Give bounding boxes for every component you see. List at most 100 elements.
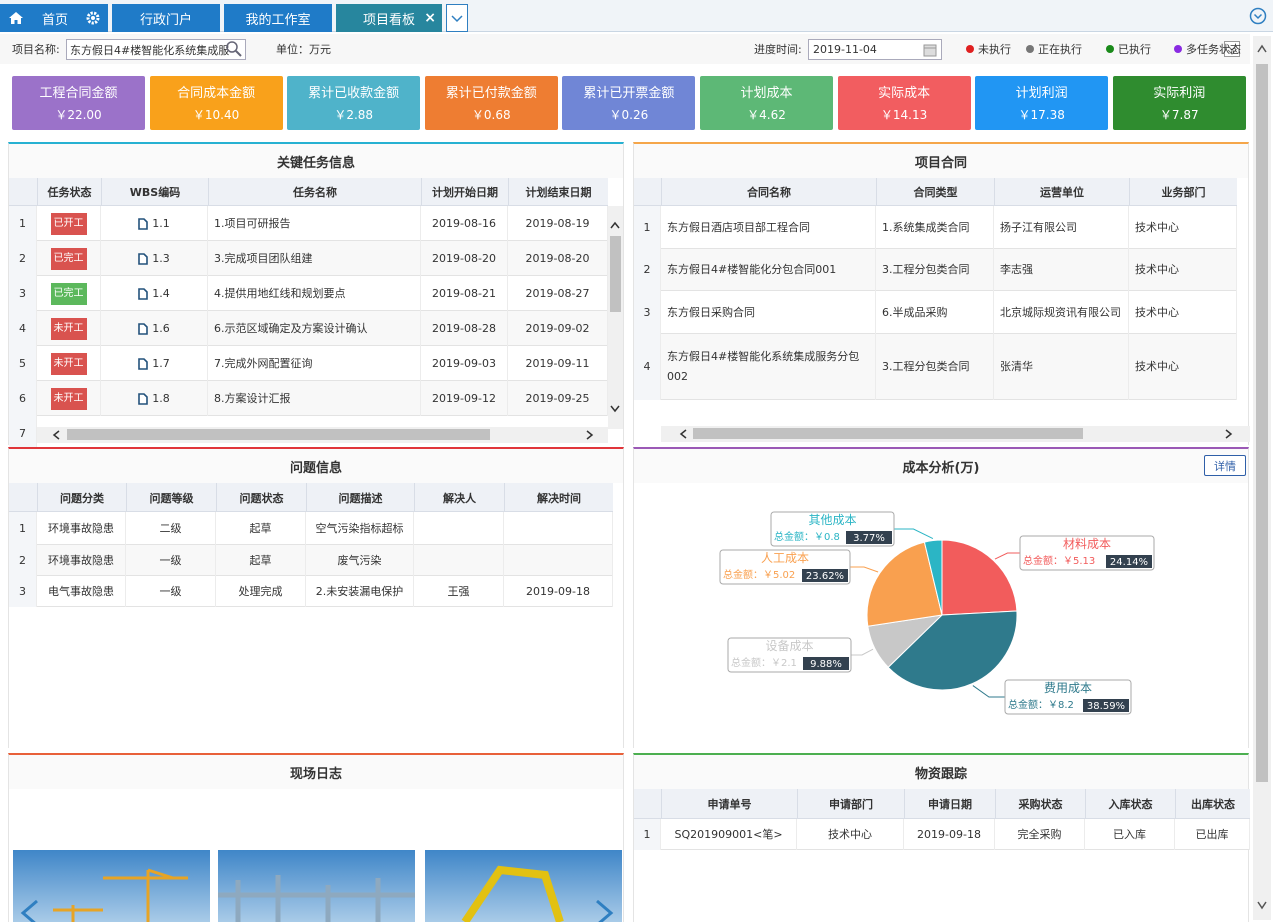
table-cell: 2019-08-27 — [508, 276, 608, 311]
site-photo[interactable] — [425, 850, 622, 922]
table-cell: 未开工 — [37, 346, 101, 381]
cell-text: 3.完成项目团队组建 — [214, 251, 313, 265]
cell-text: 2019-09-11 — [525, 356, 590, 370]
cell-text: 2019-08-21 — [432, 286, 496, 300]
panel-title: 项目合同 — [634, 144, 1248, 178]
slice-value: 总金额：￥5.13 — [1023, 554, 1095, 567]
project-input[interactable]: 东方假日4#楼智能化系统集成服 — [66, 39, 246, 60]
table-cell: 3.完成项目团队组建 — [208, 241, 421, 276]
table-cell: 技术中心 — [1129, 206, 1237, 249]
column-header: 解决人 — [414, 483, 504, 512]
cell-text: 5 — [19, 356, 26, 370]
panel: 物资跟踪 申请单号 申请部门 申请日期 采购状态 入库状态 出库状态 1 SQ201909001… — [633, 753, 1250, 922]
status-badge: 已完工 — [50, 247, 87, 270]
cell-text: 2019-08-20 — [432, 251, 496, 265]
cell-text: 3.工程分包类合同 — [882, 263, 970, 276]
leader-line — [894, 528, 934, 539]
table-cell: 一级 — [126, 576, 216, 607]
search-icon[interactable] — [225, 40, 243, 58]
tab[interactable]: 我的工作室 — [224, 4, 332, 32]
cell-text: 2019-08-20 — [525, 251, 590, 265]
table-cell: 空气污染指标超标 — [306, 512, 414, 545]
collapse-icon[interactable] — [1249, 7, 1267, 25]
slice-percent: 38.59% — [1087, 701, 1125, 712]
table-cell: 4.提供用地红线和规划要点 — [208, 276, 421, 311]
table-cell: 1 — [9, 206, 37, 241]
table-cell — [414, 512, 504, 545]
home-icon — [9, 12, 23, 24]
leader-line — [850, 566, 879, 573]
status-legend: 多任务状态 — [1174, 40, 1248, 58]
file-icon — [138, 217, 149, 230]
detail-button[interactable]: 详情 — [1204, 455, 1246, 476]
status-badge: 未开工 — [50, 387, 87, 410]
tab-label: 首页 — [42, 12, 69, 28]
kpi-card: 计划利润 ￥17.38 — [975, 76, 1109, 130]
cell-text: 已出库 — [1195, 827, 1229, 841]
date-input[interactable]: 2019-11-04 — [808, 39, 942, 60]
cell-text: 2019-08-19 — [525, 216, 590, 230]
slice-value: 总金额：￥5.02 — [723, 568, 795, 581]
file-icon — [138, 322, 149, 335]
table-header — [634, 178, 1237, 206]
cell-text: 电气事故隐患 — [48, 584, 114, 598]
tab[interactable]: 项目看板 × — [336, 4, 442, 32]
cell-text: 王强 — [447, 584, 470, 598]
table-cell: 已开工 — [37, 206, 101, 241]
table-cell: 3 — [9, 276, 37, 311]
table-cell: 2019-09-25 — [508, 381, 608, 416]
table-cell: 张清华 — [994, 334, 1129, 400]
table-row — [634, 819, 1250, 850]
row-index-cell — [634, 819, 661, 850]
status-legend: 未执行 — [966, 40, 1022, 58]
tab-dropdown[interactable] — [446, 4, 468, 32]
column-header: 申请部门 — [797, 789, 904, 819]
table-cell: 6.半成品采购 — [876, 291, 994, 334]
table-cell: 3 — [9, 576, 37, 607]
table-cell: 6.示范区域确定及方案设计确认 — [208, 311, 421, 346]
status-badge: 未开工 — [50, 317, 87, 340]
tab[interactable]: 行政门户 — [112, 4, 220, 32]
cell-text: 1 — [643, 827, 651, 841]
cell-text: 4 — [19, 321, 26, 335]
table-header — [9, 483, 613, 512]
cell-text: SQ201909001<笔> — [674, 827, 783, 841]
kpi-value: ￥22.00 — [55, 107, 102, 122]
table-cell: 2019-09-12 — [421, 381, 508, 416]
panel: 现场日志 — [8, 753, 624, 922]
kpi-label: 实际利润 — [1153, 85, 1206, 101]
legend-label: 已执行 — [1118, 43, 1151, 56]
table-cell: 王强 — [414, 576, 504, 607]
table-row — [9, 311, 608, 346]
cell-text: 1 — [19, 521, 26, 535]
cell-text: 二级 — [159, 521, 182, 535]
gear-icon[interactable] — [85, 10, 101, 26]
kpi-value: ￥17.38 — [1018, 107, 1065, 122]
carousel-arrows[interactable] — [9, 895, 625, 922]
panel-title: 物资跟踪 — [634, 755, 1248, 789]
table-cell: 1.1 — [101, 206, 208, 241]
collapse-filter-icon[interactable] — [1224, 41, 1240, 57]
tab-close[interactable]: × — [424, 10, 436, 26]
column-header: 问题分类 — [37, 483, 126, 512]
table-cell: 3.工程分包类合同 — [876, 249, 994, 291]
cell-text: 东方假日4#楼智能化分包合同001 — [667, 263, 837, 276]
site-photo[interactable] — [13, 850, 210, 922]
table-cell: 2019-08-28 — [421, 311, 508, 346]
table-cell: 二级 — [126, 512, 216, 545]
table-row — [9, 206, 608, 241]
table-cell: 2019-08-21 — [421, 276, 508, 311]
table-cell: 已出库 — [1175, 819, 1250, 850]
cell-text: 6 — [19, 391, 26, 405]
table-cell: 7 — [9, 416, 37, 451]
cell-text: 完全采购 — [1017, 827, 1062, 841]
calendar-icon[interactable] — [923, 43, 937, 57]
site-photo[interactable] — [218, 850, 415, 922]
table-row — [9, 381, 608, 416]
cell-text: 2019-09-18 — [526, 584, 590, 598]
column-header: 合同类型 — [876, 178, 994, 206]
table-cell: 技术中心 — [1129, 249, 1237, 291]
table-row — [634, 249, 1237, 291]
status-badge: 已完工 — [50, 282, 87, 305]
cell-text: 技术中心 — [1135, 263, 1179, 276]
